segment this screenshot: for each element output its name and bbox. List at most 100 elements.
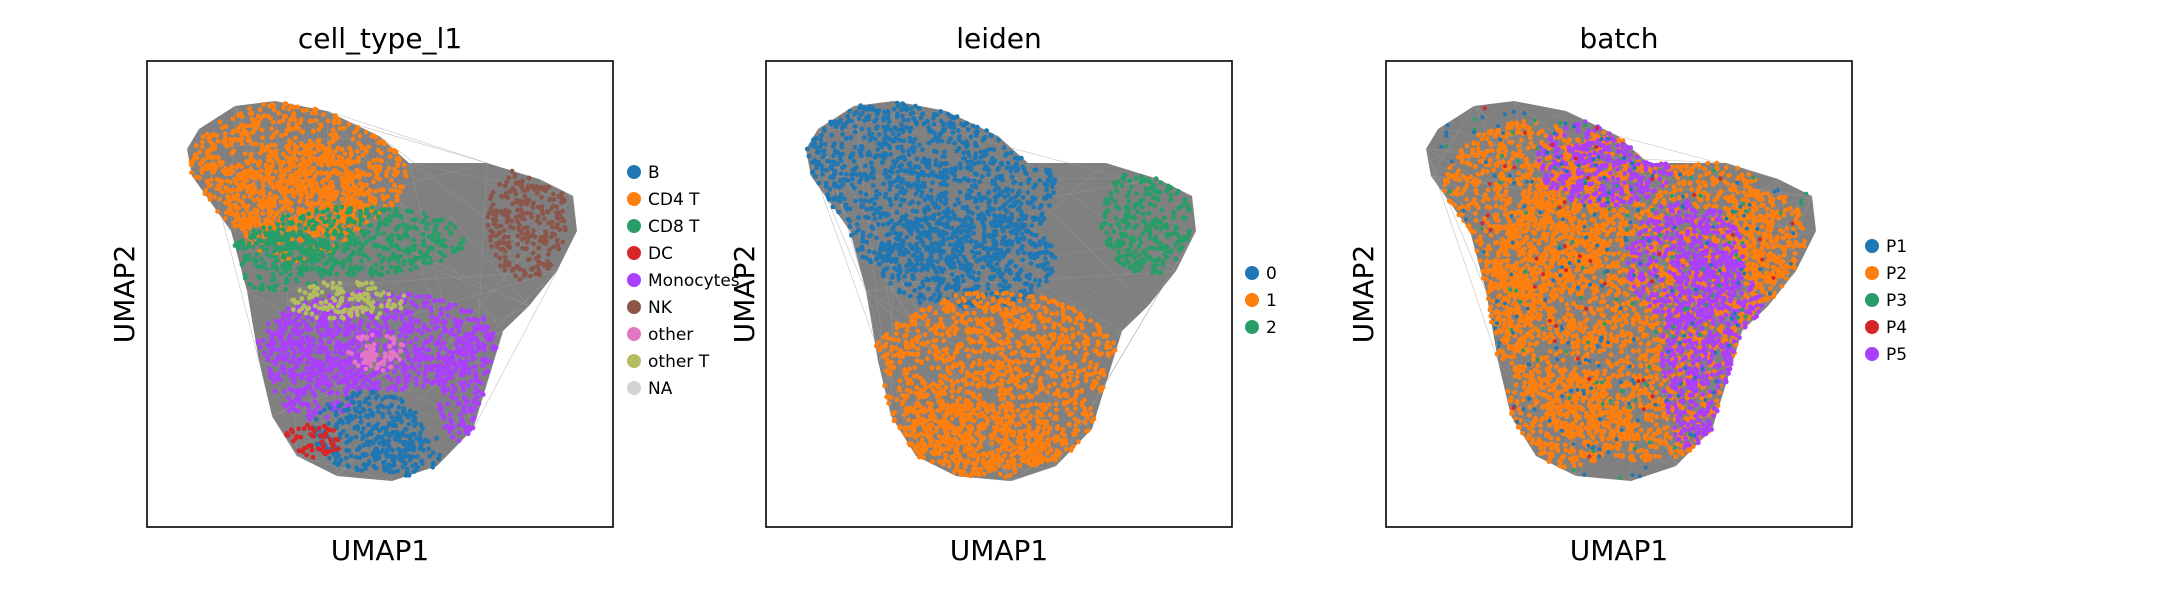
cell-point <box>471 349 477 355</box>
cell-point <box>270 343 276 348</box>
cell-point <box>320 306 326 312</box>
cell-point <box>325 227 330 233</box>
cell-point <box>374 301 380 306</box>
cell-point <box>208 165 214 171</box>
cell-point <box>232 212 238 218</box>
cell-point <box>449 353 455 359</box>
cell-point <box>440 319 446 325</box>
cell-point <box>388 264 393 270</box>
cell-point <box>884 152 889 158</box>
cell-point <box>284 241 290 247</box>
cell-point <box>247 137 253 143</box>
cell-point <box>416 327 421 333</box>
cell-point <box>359 468 364 473</box>
cell-point <box>506 175 512 181</box>
cell-point <box>403 365 409 371</box>
cell-point <box>351 390 356 396</box>
cell-point <box>907 201 913 206</box>
cell-point <box>386 207 392 213</box>
cell-point <box>285 146 291 152</box>
cell-point <box>323 158 329 164</box>
cell-point <box>944 196 949 202</box>
cell-point <box>834 149 840 155</box>
cell-point <box>273 169 278 175</box>
cell-point <box>888 202 894 208</box>
cell-point <box>895 103 901 109</box>
cell-point <box>326 328 332 334</box>
cell-point <box>561 218 567 224</box>
cell-point <box>282 370 287 375</box>
cell-point <box>267 234 273 240</box>
cell-point <box>469 417 475 423</box>
cell-point <box>364 439 370 444</box>
cell-point <box>858 197 864 203</box>
cell-point <box>315 247 320 253</box>
cell-point <box>325 356 331 362</box>
cell-point <box>312 150 318 155</box>
cell-point <box>423 339 429 345</box>
cell-point <box>885 112 891 117</box>
cell-point <box>349 151 354 157</box>
cell-point <box>274 258 280 263</box>
cell-point <box>384 218 390 224</box>
cell-point <box>353 380 359 386</box>
cell-point <box>442 345 448 351</box>
cell-point <box>830 204 836 210</box>
cell-point <box>880 222 886 228</box>
cell-point <box>188 162 194 168</box>
cell-point <box>278 178 284 184</box>
cell-point <box>305 412 311 418</box>
cell-point <box>530 250 536 256</box>
cell-point <box>852 123 858 129</box>
cell-point <box>392 436 398 442</box>
cell-point <box>331 249 336 255</box>
cell-point <box>881 181 887 187</box>
cell-point <box>318 447 324 452</box>
cell-point <box>333 412 339 418</box>
cell-point <box>868 206 874 212</box>
cell-point <box>1029 199 1035 205</box>
cell-point <box>437 374 443 379</box>
cell-point <box>298 266 304 271</box>
cell-point <box>346 121 352 127</box>
cell-point <box>467 331 473 337</box>
cell-point <box>305 258 311 264</box>
cell-point <box>303 310 309 316</box>
cell-point <box>842 196 847 202</box>
cell-point <box>322 261 328 267</box>
cell-point <box>874 117 879 122</box>
cell-point <box>351 384 357 389</box>
cell-point <box>291 375 297 381</box>
cell-point <box>1025 190 1031 195</box>
cell-point <box>272 287 278 293</box>
cell-point <box>964 120 970 126</box>
cell-point <box>471 365 477 370</box>
cell-point <box>351 337 357 343</box>
cell-point <box>387 354 392 360</box>
cell-point <box>557 227 563 232</box>
cell-point <box>394 193 400 199</box>
cell-point <box>286 335 292 341</box>
cell-point <box>407 454 413 460</box>
cell-point <box>466 366 472 371</box>
cell-point <box>286 142 292 148</box>
cell-point <box>333 230 338 235</box>
cell-point <box>279 329 285 335</box>
cell-point <box>330 152 336 158</box>
cell-point <box>497 229 502 235</box>
cell-point <box>350 341 356 347</box>
cell-point <box>377 428 382 433</box>
cell-point <box>1009 165 1015 170</box>
cell-point <box>207 192 213 198</box>
cell-point <box>400 464 406 470</box>
legend-label: NK <box>648 298 673 318</box>
cell-point <box>306 211 312 217</box>
cell-point <box>1008 169 1014 174</box>
cell-point <box>374 315 380 320</box>
cell-point <box>962 175 967 181</box>
cell-point <box>847 108 852 114</box>
cell-point <box>881 156 887 161</box>
cell-point <box>286 138 292 144</box>
cell-point <box>382 343 388 348</box>
cell-point <box>267 148 272 154</box>
